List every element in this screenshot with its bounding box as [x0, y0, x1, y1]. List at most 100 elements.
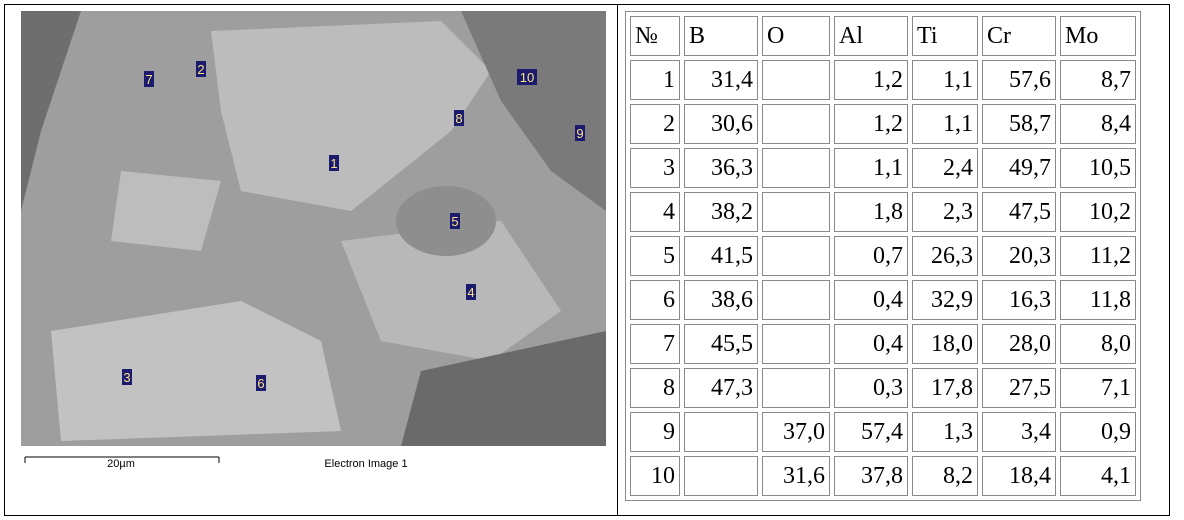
table-cell: 1,2	[834, 104, 908, 144]
table-cell: 1,8	[834, 192, 908, 232]
marker-label: 8	[455, 111, 462, 126]
table-cell: 45,5	[684, 324, 758, 364]
table-cell: 9	[630, 412, 680, 452]
table-cell: 10,5	[1060, 148, 1136, 188]
marker-label: 6	[257, 376, 264, 391]
table-cell: 4	[630, 192, 680, 232]
table-cell: 32,9	[912, 280, 978, 320]
marker-label: 10	[520, 70, 534, 85]
table-cell: 0,7	[834, 236, 908, 276]
table-cell: 4,1	[1060, 456, 1136, 496]
marker-label: 7	[145, 72, 152, 87]
table-cell: 38,6	[684, 280, 758, 320]
table-cell: 6	[630, 280, 680, 320]
table-cell: 11,8	[1060, 280, 1136, 320]
table-cell	[684, 456, 758, 496]
table-cell	[762, 324, 830, 364]
table-cell: 1,3	[912, 412, 978, 452]
table-cell: 31,6	[762, 456, 830, 496]
table-cell: 7	[630, 324, 680, 364]
table-cell: 20,3	[982, 236, 1056, 276]
marker-label: 5	[451, 214, 458, 229]
micrograph: 20µm Electron Image 1 1 2 3 4 5 6 7 8 9 10	[21, 11, 606, 476]
table-cell: 47,5	[982, 192, 1056, 232]
table-cell: 36,3	[684, 148, 758, 188]
table-cell: 47,3	[684, 368, 758, 408]
table-cell: 57,4	[834, 412, 908, 452]
table-cell: O	[762, 16, 830, 56]
table-cell: 10	[630, 456, 680, 496]
table-cell: 37,8	[834, 456, 908, 496]
table-cell	[684, 412, 758, 452]
table-cell: 30,6	[684, 104, 758, 144]
table-cell: Cr	[982, 16, 1056, 56]
table-cell: 49,7	[982, 148, 1056, 188]
table-cell: B	[684, 16, 758, 56]
table-cell: 2,3	[912, 192, 978, 232]
table-cell: 31,4	[684, 60, 758, 100]
table-cell: 16,3	[982, 280, 1056, 320]
table-cell: 8,7	[1060, 60, 1136, 100]
table-cell: 18,4	[982, 456, 1056, 496]
table-cell: 1,1	[834, 148, 908, 188]
table-cell: 58,7	[982, 104, 1056, 144]
table-cell: 7,1	[1060, 368, 1136, 408]
table-cell: 8	[630, 368, 680, 408]
marker-label: 9	[576, 126, 583, 141]
table-cell: 38,2	[684, 192, 758, 232]
image-caption: Electron Image 1	[324, 458, 407, 470]
image-cell: 20µm Electron Image 1 1 2 3 4 5 6 7 8 9 10	[5, 5, 618, 515]
table-cell: Mo	[1060, 16, 1136, 56]
table-cell: 2	[630, 104, 680, 144]
table-cell: Ti	[912, 16, 978, 56]
table-cell: Al	[834, 16, 908, 56]
table-cell	[762, 192, 830, 232]
table-cell: 3	[630, 148, 680, 188]
table-cell: 27,5	[982, 368, 1056, 408]
table-cell: 8,2	[912, 456, 978, 496]
table-cell: 8,0	[1060, 324, 1136, 364]
table-cell: 37,0	[762, 412, 830, 452]
table-cell	[762, 236, 830, 276]
marker-label: 1	[330, 156, 337, 171]
table-cell: 11,2	[1060, 236, 1136, 276]
marker-label: 2	[197, 62, 204, 77]
table-cell: 0,4	[834, 324, 908, 364]
table-cell: 28,0	[982, 324, 1056, 364]
table-cell: 3,4	[982, 412, 1056, 452]
table-cell	[762, 60, 830, 100]
table-cell	[762, 104, 830, 144]
marker-label: 3	[123, 370, 130, 385]
table-cell	[762, 148, 830, 188]
scale-bar-label: 20µm	[107, 458, 135, 470]
marker-label: 4	[467, 285, 474, 300]
table-cell: 1,2	[834, 60, 908, 100]
table-cell	[762, 368, 830, 408]
table-cell: 18,0	[912, 324, 978, 364]
table-cell: 2,4	[912, 148, 978, 188]
table-row: 131,41,21,157,68,7	[630, 60, 1136, 100]
table-cell: 57,6	[982, 60, 1056, 100]
table-cell: 10,2	[1060, 192, 1136, 232]
table-cell: 8,4	[1060, 104, 1136, 144]
table-cell: №	[630, 16, 680, 56]
table-cell: 26,3	[912, 236, 978, 276]
table-cell: 1,1	[912, 104, 978, 144]
table-cell: 1	[630, 60, 680, 100]
table-cell: 0,9	[1060, 412, 1136, 452]
table-row: 10 31,637,88,218,44,1	[630, 456, 1136, 496]
table-cell: 41,5	[684, 236, 758, 276]
table-cell	[762, 280, 830, 320]
table-cell: 0,4	[834, 280, 908, 320]
